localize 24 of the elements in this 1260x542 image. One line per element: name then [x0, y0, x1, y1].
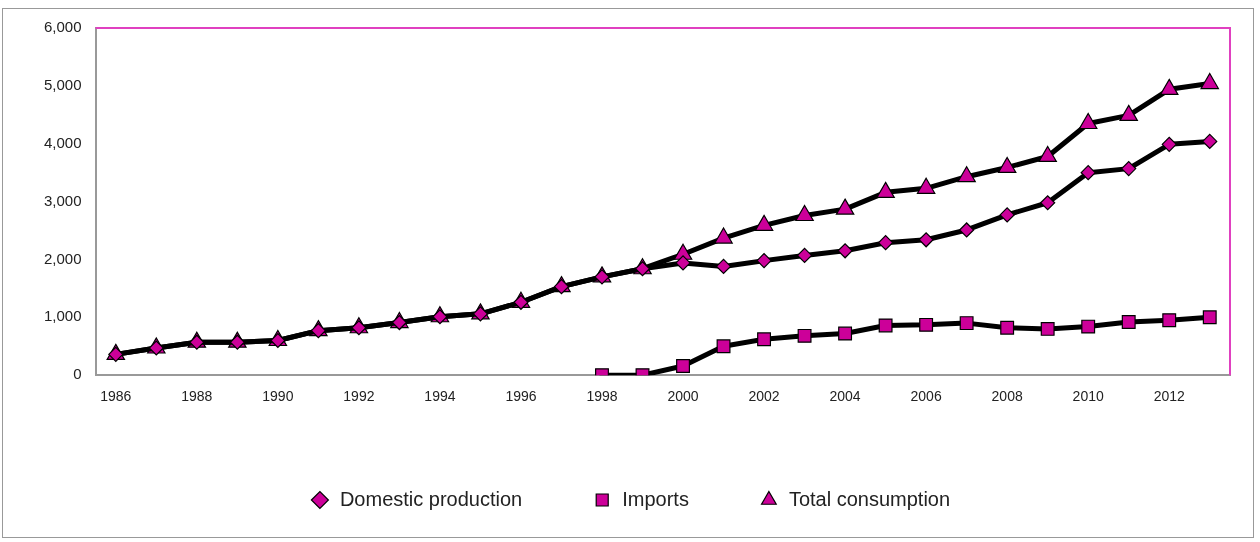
x-tick-label: 2004 [829, 388, 861, 405]
x-tick-label: 2010 [1072, 388, 1104, 405]
x-tick-label: 1986 [100, 388, 132, 405]
x-tick-label: 1990 [262, 388, 294, 405]
legend-label: Domestic production [339, 487, 523, 510]
legend-label: Imports [622, 487, 689, 510]
y-tick-label: 5,000 [43, 76, 82, 94]
x-tick-label: 1992 [343, 388, 375, 405]
y-tick-label: 6,000 [43, 18, 82, 36]
x-tick-label: 1996 [505, 388, 537, 405]
x-tick-label: 1998 [586, 388, 618, 405]
legend-label: Total consumption [788, 487, 951, 510]
x-tick-label: 1994 [424, 388, 456, 405]
x-tick-label: 2002 [748, 388, 780, 405]
y-tick-label: 1,000 [43, 307, 82, 325]
x-tick-label: 2012 [1153, 388, 1186, 405]
x-tick-label: 2000 [667, 388, 699, 405]
x-tick-label: 2008 [991, 388, 1023, 405]
y-tick-label: 0 [73, 365, 82, 383]
x-tick-label: 1988 [181, 388, 213, 405]
y-tick-label: 3,000 [43, 191, 82, 209]
y-tick-label: 2,000 [43, 249, 82, 267]
x-tick-label: 2006 [910, 388, 942, 405]
y-tick-label: 4,000 [43, 133, 82, 151]
